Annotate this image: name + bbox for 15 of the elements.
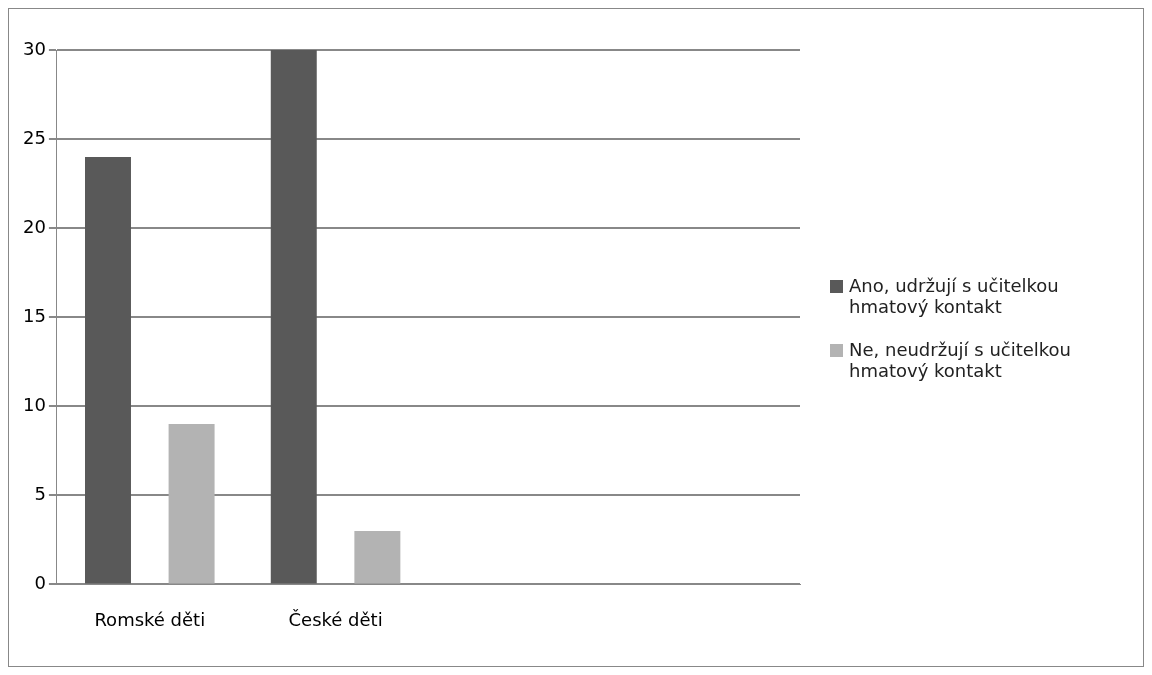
bar	[85, 156, 131, 584]
bar	[168, 424, 215, 584]
y-tick-label: 0	[34, 572, 46, 594]
legend-label: Ano, udržují s učitelkou hmatový kontakt	[849, 275, 1060, 317]
x-tick-label: Romské děti	[94, 608, 206, 630]
y-tick-label: 20	[23, 215, 46, 237]
y-tick-label: 30	[23, 37, 46, 59]
legend-label: Ne, neudržují s učitelkou hmatový kontakt	[849, 339, 1073, 381]
x-tick-label: České děti	[288, 608, 383, 630]
y-tick-label: 10	[23, 393, 46, 415]
y-tick-label: 15	[23, 304, 46, 326]
y-tick-label: 25	[23, 126, 46, 148]
y-tick-label: 5	[34, 483, 46, 505]
bar	[270, 50, 317, 584]
bar	[354, 530, 401, 584]
